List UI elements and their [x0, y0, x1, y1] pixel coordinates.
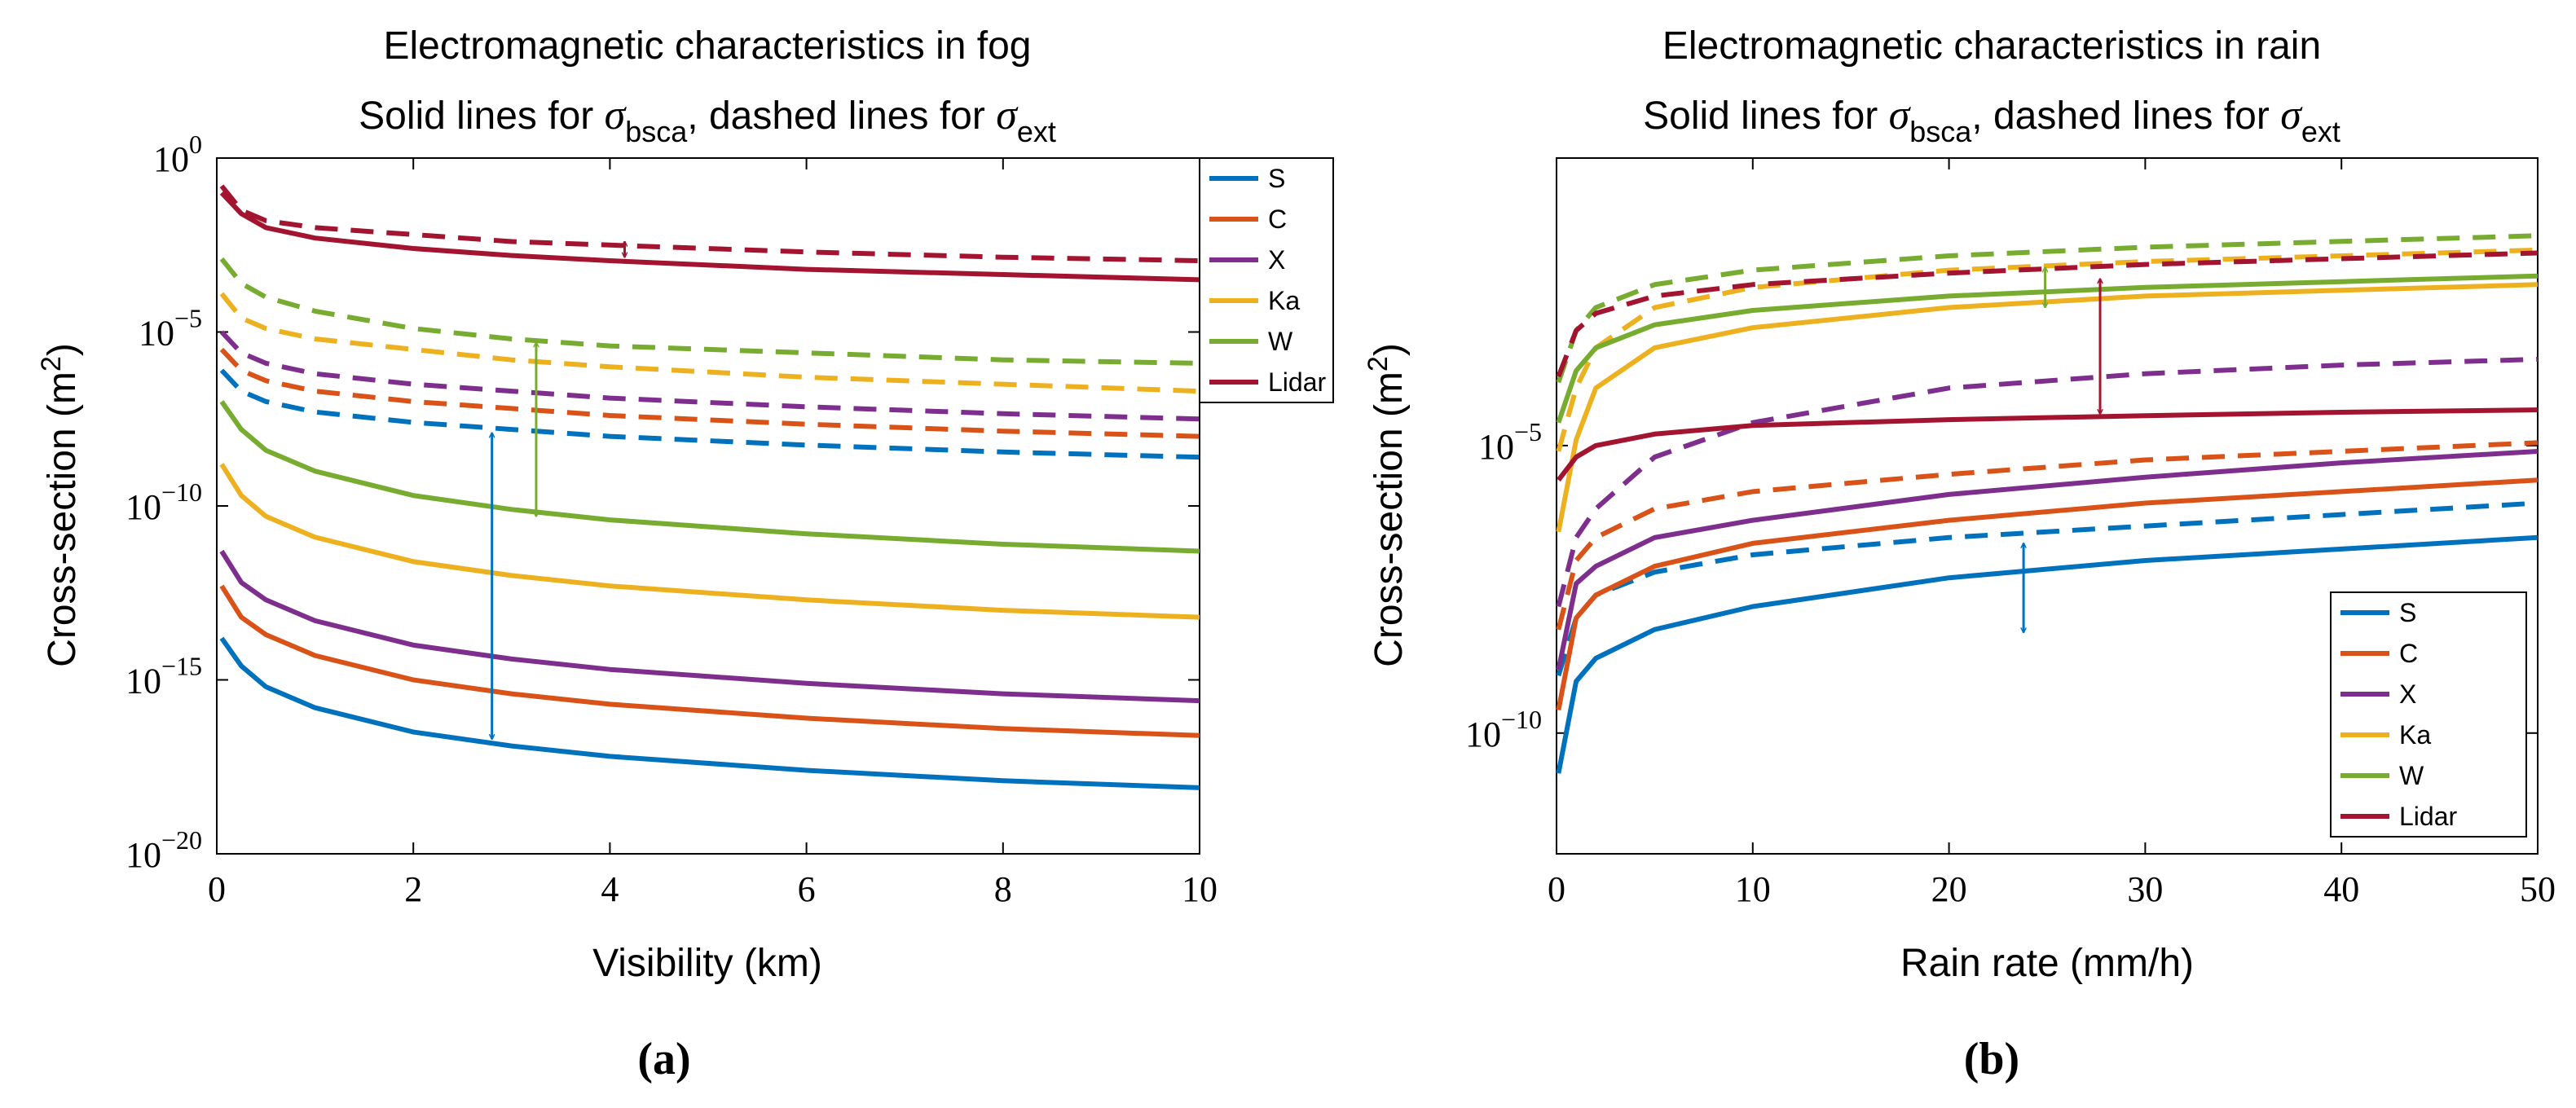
fog-series-lidar-ext-dashed — [219, 184, 1200, 263]
rain-xtick-label: 0 — [1548, 869, 1565, 909]
fog-title-line1: Electromagnetic characteristics in fog — [384, 24, 1032, 68]
rain-series-ka-ext-dashed — [1556, 247, 2539, 452]
fog-xtick-label: 6 — [798, 869, 816, 909]
rain-series-c-ext-dashed — [1556, 440, 2539, 631]
rain-series-s-bsca-solid — [1556, 534, 2539, 774]
rain-series-c-bsca-solid — [1556, 477, 2539, 711]
fog-xtick-label: 4 — [601, 869, 619, 909]
fog-legend-label-x: X — [1268, 245, 1285, 275]
rain-series-lidar-ext-dashed — [1556, 250, 2539, 378]
fog-axes-box — [216, 157, 1200, 855]
fog-series-c-bsca-solid — [219, 584, 1200, 738]
rain-legend-label-w: W — [2399, 761, 2424, 790]
fog-legend-label-lidar: Lidar — [1268, 367, 1327, 397]
rain-xtick-label: 30 — [2127, 869, 2163, 909]
fog-series-w-ext-dashed — [219, 257, 1200, 366]
fog-xtick-label: 0 — [208, 869, 226, 909]
rain-caption: (b) — [1964, 1034, 2019, 1084]
rain-title-line2: Solid lines for σbsca, dashed lines for … — [1643, 92, 2340, 148]
fog-series-ka-ext-dashed — [219, 292, 1200, 394]
rain-series-ka-bsca-solid — [1556, 282, 2539, 533]
fog-series-ka-bsca-solid — [219, 463, 1200, 620]
fog-legend-box — [1199, 157, 1334, 403]
rain-ytick-label: 10−5 — [1478, 417, 1542, 467]
rain-xtick-label: 40 — [2323, 869, 2359, 909]
fog-legend-label-s: S — [1268, 164, 1285, 193]
rain-title-line1: Electromagnetic characteristics in rain — [1662, 24, 2321, 68]
rain-xtick-label: 10 — [1735, 869, 1771, 909]
rain-legend-label-lidar: Lidar — [2399, 802, 2458, 831]
rain-series-s-ext-dashed — [1556, 500, 2539, 677]
rain-xtick-label: 50 — [2520, 869, 2556, 909]
fog-series-x-bsca-solid — [219, 549, 1200, 704]
rain-legend-label-ka: Ka — [2399, 720, 2431, 750]
fog-x-axis-label: Visibility (km) — [592, 942, 822, 985]
fog-xtick-label: 8 — [994, 869, 1012, 909]
rain-xtick-label: 20 — [1931, 869, 1967, 909]
fog-series-w-bsca-solid — [219, 400, 1200, 554]
rain-series-x-ext-dashed — [1556, 357, 2539, 608]
fog-series-s-ext-dashed — [219, 368, 1200, 460]
panel-fog: Electromagnetic characteristics in fog S… — [36, 24, 1334, 1084]
fog-series-c-ext-dashed — [219, 347, 1200, 439]
rain-series-x-bsca-solid — [1556, 449, 2539, 671]
fog-legend-label-c: C — [1268, 204, 1287, 234]
fog-y-axis-label: Cross-section (m2) — [36, 343, 84, 667]
fog-ytick-label: 10−5 — [139, 304, 202, 354]
rain-x-axis-label: Rain rate (mm/h) — [1900, 942, 2194, 985]
fog-legend-label-ka: Ka — [1268, 286, 1300, 315]
fog-legend-label-w: W — [1268, 327, 1293, 356]
fog-xtick-label: 10 — [1182, 869, 1218, 909]
rain-legend-label-x: X — [2399, 679, 2416, 709]
rain-series-w-bsca-solid — [1556, 273, 2539, 424]
panel-rain: Electromagnetic characteristics in rain … — [1363, 24, 2556, 1084]
fog-xtick-label: 2 — [404, 869, 422, 909]
fog-series-lidar-bsca-solid — [219, 191, 1200, 283]
rain-legend-label-c: C — [2399, 639, 2418, 668]
rain-y-axis-label: Cross-section (m2) — [1363, 343, 1411, 667]
rain-legend-label-s: S — [2399, 598, 2416, 627]
rain-ytick-label: 10−10 — [1465, 705, 1542, 754]
rain-legend: SCX Ka W Lidar — [2330, 591, 2527, 838]
fog-series-x-ext-dashed — [219, 330, 1200, 422]
rain-series-lidar-bsca-solid — [1557, 407, 2539, 482]
rain-axes-box — [1556, 157, 2539, 855]
fog-legend: SCX Ka W Lidar — [1199, 157, 1334, 403]
fog-ytick-label: 10−10 — [125, 477, 202, 527]
fog-ytick-label: 10−15 — [125, 652, 202, 701]
fog-series-s-bsca-solid — [219, 636, 1200, 790]
rain-series-w-ext-dashed — [1556, 233, 2539, 384]
fog-title-line2: Solid lines for σbsca, dashed lines for … — [359, 92, 1056, 148]
rain-legend-box — [2330, 591, 2527, 838]
fog-ytick-label: 10−20 — [125, 825, 202, 875]
fog-caption: (a) — [637, 1034, 690, 1084]
fog-ytick-label: 100 — [153, 130, 202, 179]
